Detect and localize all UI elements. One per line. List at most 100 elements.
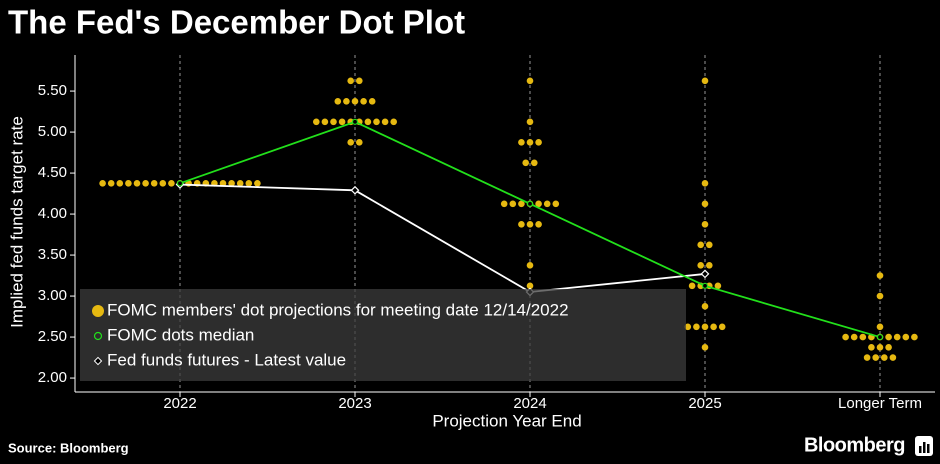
- dot: [518, 200, 525, 208]
- dot: [526, 262, 534, 269]
- dot: [526, 118, 534, 126]
- legend-swatch: [93, 356, 103, 366]
- x-tick-label: 2022: [163, 395, 196, 412]
- dot: [509, 200, 517, 208]
- brand-icon: [915, 436, 933, 456]
- x-axis-label: Projection Year End: [432, 411, 581, 430]
- brand: Bloomberg: [804, 434, 905, 456]
- dot: [245, 180, 253, 187]
- dot: [526, 221, 534, 228]
- dot: [701, 221, 709, 228]
- dot: [535, 221, 542, 228]
- dot: [236, 180, 244, 187]
- median-point: [701, 282, 709, 289]
- dot: [552, 200, 560, 208]
- y-tick-label: 3.50: [38, 246, 67, 263]
- futures-point: [350, 185, 360, 195]
- futures-line: [179, 183, 706, 293]
- source: Source: Bloomberg: [8, 440, 129, 455]
- dot: [902, 333, 910, 341]
- y-tick-label: 2.50: [38, 328, 67, 345]
- dot: [228, 180, 235, 187]
- dot: [390, 118, 398, 126]
- legend-label: FOMC members' dot projections for meetin…: [107, 300, 569, 319]
- y-axis-label: Implied fed funds target rate: [7, 116, 26, 328]
- dot: [107, 180, 115, 187]
- dot: [911, 333, 918, 341]
- dot: [701, 180, 709, 187]
- dot: [99, 180, 106, 187]
- dot: [351, 98, 359, 105]
- dot: [338, 118, 346, 126]
- dot: [697, 241, 704, 249]
- dot: [701, 323, 709, 331]
- dot: [343, 98, 350, 105]
- dot: [356, 139, 363, 146]
- median-point: [526, 200, 534, 207]
- chart-title: The Fed's December Dot Plot: [8, 4, 465, 41]
- dot: [876, 323, 884, 331]
- x-tick-label: 2024: [513, 395, 546, 412]
- dot: [321, 118, 329, 126]
- dot: [531, 159, 538, 167]
- dot: [518, 139, 525, 146]
- dot: [364, 118, 372, 126]
- dot: [313, 118, 320, 126]
- dot: [330, 118, 337, 126]
- dot: [116, 180, 124, 187]
- dot: [347, 139, 355, 146]
- dot: [526, 282, 534, 290]
- futures-point: [700, 269, 710, 279]
- dot: [876, 344, 884, 351]
- dot: [360, 98, 367, 105]
- dot: [368, 98, 376, 105]
- dot: [518, 221, 525, 228]
- legend-label: Fed funds futures - Latest value: [107, 350, 346, 369]
- dot: [356, 77, 363, 85]
- dot: [701, 77, 709, 85]
- dot: [684, 323, 692, 331]
- median-point: [176, 180, 184, 187]
- dot: [889, 354, 897, 361]
- dot: [842, 333, 849, 341]
- y-tick-label: 5.50: [38, 82, 67, 99]
- dot: [706, 241, 713, 249]
- dot: [168, 180, 175, 187]
- legend: FOMC members' dot projections for meetin…: [80, 289, 686, 381]
- dot: [872, 354, 879, 361]
- dot: [885, 344, 892, 351]
- dot: [714, 282, 722, 290]
- dot: [543, 200, 551, 208]
- dot: [893, 333, 901, 341]
- dot: [125, 180, 132, 187]
- dot: [876, 292, 884, 300]
- dot: [863, 354, 871, 361]
- x-tick-label: Longer Term: [838, 395, 922, 412]
- dot: [881, 354, 888, 361]
- dot: [526, 139, 534, 146]
- dot: [859, 333, 867, 341]
- x-tick-label: 2025: [688, 395, 721, 412]
- median-point: [351, 118, 359, 125]
- dot: [693, 323, 700, 331]
- y-tick-label: 5.00: [38, 123, 67, 140]
- median-point: [876, 333, 884, 341]
- legend-swatch: [92, 305, 104, 317]
- dot: [876, 272, 884, 279]
- dot: [701, 200, 709, 208]
- dot: [500, 200, 508, 208]
- dot: [688, 282, 696, 290]
- dot: [219, 180, 227, 187]
- dot: [347, 77, 355, 85]
- dot: [150, 180, 158, 187]
- dot: [381, 118, 389, 126]
- dot: [522, 159, 529, 167]
- dot: [850, 333, 858, 341]
- dot: [706, 262, 713, 269]
- dot: [159, 180, 167, 187]
- dot: [885, 333, 892, 341]
- legend-swatch: [93, 331, 103, 341]
- dot: [718, 323, 726, 331]
- dot: [535, 139, 542, 146]
